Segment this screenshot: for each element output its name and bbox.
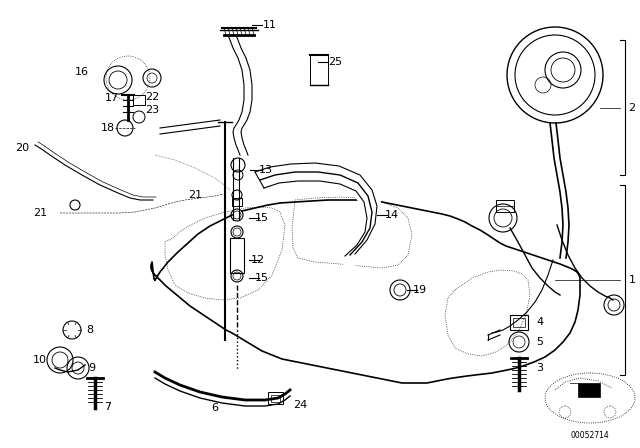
Text: 00052714: 00052714 (571, 431, 609, 439)
Text: 14: 14 (385, 210, 399, 220)
Bar (578, 383, 600, 397)
Bar (268, 392, 283, 404)
Text: 21: 21 (188, 190, 202, 200)
Bar (232, 198, 242, 206)
Text: 15: 15 (255, 213, 269, 223)
Text: 8: 8 (86, 325, 93, 335)
Bar (271, 395, 280, 402)
Text: 12: 12 (251, 255, 265, 265)
Text: 25: 25 (328, 57, 342, 67)
Bar (310, 55, 328, 85)
Text: 16: 16 (75, 67, 89, 77)
Bar (510, 315, 528, 330)
Text: 18: 18 (101, 123, 115, 133)
Text: 3: 3 (536, 363, 543, 373)
Text: 21: 21 (33, 208, 47, 218)
Text: 7: 7 (104, 402, 111, 412)
Text: 1: 1 (628, 275, 636, 285)
Text: 9: 9 (88, 363, 95, 373)
Text: 6: 6 (211, 403, 218, 413)
Bar (496, 200, 514, 212)
Bar (513, 318, 525, 327)
Text: 15: 15 (255, 273, 269, 283)
Text: 23: 23 (145, 105, 159, 115)
Bar (230, 238, 244, 273)
Text: 10: 10 (33, 355, 47, 365)
Bar (133, 95, 145, 105)
Text: 4: 4 (536, 317, 543, 327)
Text: 22: 22 (145, 92, 159, 102)
Text: 17: 17 (105, 93, 119, 103)
Text: 13: 13 (259, 165, 273, 175)
Text: 5: 5 (536, 337, 543, 347)
Text: 2: 2 (628, 103, 636, 113)
Text: 20: 20 (15, 143, 29, 153)
Text: 11: 11 (263, 20, 277, 30)
Text: 24: 24 (293, 400, 307, 410)
Text: 19: 19 (413, 285, 427, 295)
